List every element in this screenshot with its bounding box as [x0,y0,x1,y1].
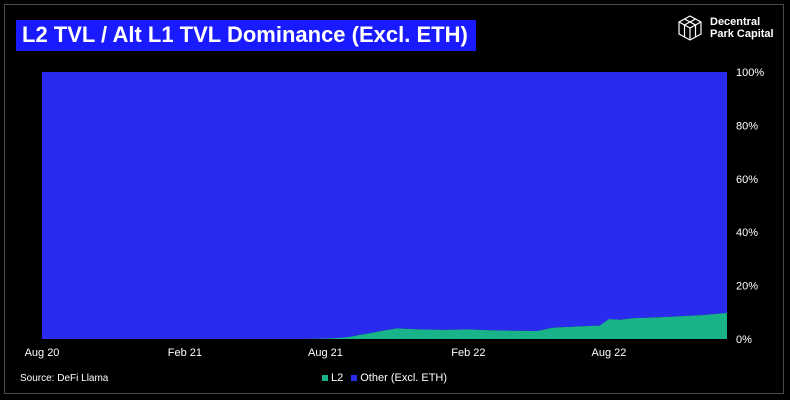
chart-title: L2 TVL / Alt L1 TVL Dominance (Excl. ETH… [16,20,476,51]
area-l2 [42,312,727,339]
x-tick-label: Feb 21 [168,347,202,359]
legend-swatch-l2 [322,375,328,381]
brand-line-2: Park Capital [710,28,774,40]
y-tick-label: 80% [736,120,758,132]
legend-swatch-other [351,375,358,381]
legend-item-other: Other (Excl. ETH) [351,372,447,384]
x-axis: Aug 20 Feb 21 Aug 21 Feb 22 Aug 22 [25,347,627,359]
x-tick-label: Aug 22 [592,347,627,359]
legend: L2 Other (Excl. ETH) [322,372,455,384]
area-other [42,72,727,339]
cube-logo-icon [678,15,702,41]
source-note: Source: DeFi Llama [20,373,109,384]
y-tick-label: 40% [736,227,758,239]
y-tick-label: 60% [736,174,758,186]
y-tick-label: 0% [736,334,752,346]
brand-line-1: Decentral [710,16,761,28]
y-tick-label: 20% [736,281,758,293]
legend-label-other: Other (Excl. ETH) [360,372,448,384]
x-tick-label: Aug 21 [308,347,343,359]
y-axis: 0% 20% 40% 60% 80% 100% [736,67,764,346]
plot-area [42,72,727,339]
legend-item-l2: L2 [322,372,343,384]
x-tick-label: Feb 22 [451,347,485,359]
legend-label-l2: L2 [331,372,344,384]
brand-text: Decentral Park Capital [710,16,774,40]
y-tick-label: 100% [736,67,764,79]
x-tick-label: Aug 20 [25,347,60,359]
chart-frame [4,4,784,394]
brand: Decentral Park Capital [676,14,774,42]
